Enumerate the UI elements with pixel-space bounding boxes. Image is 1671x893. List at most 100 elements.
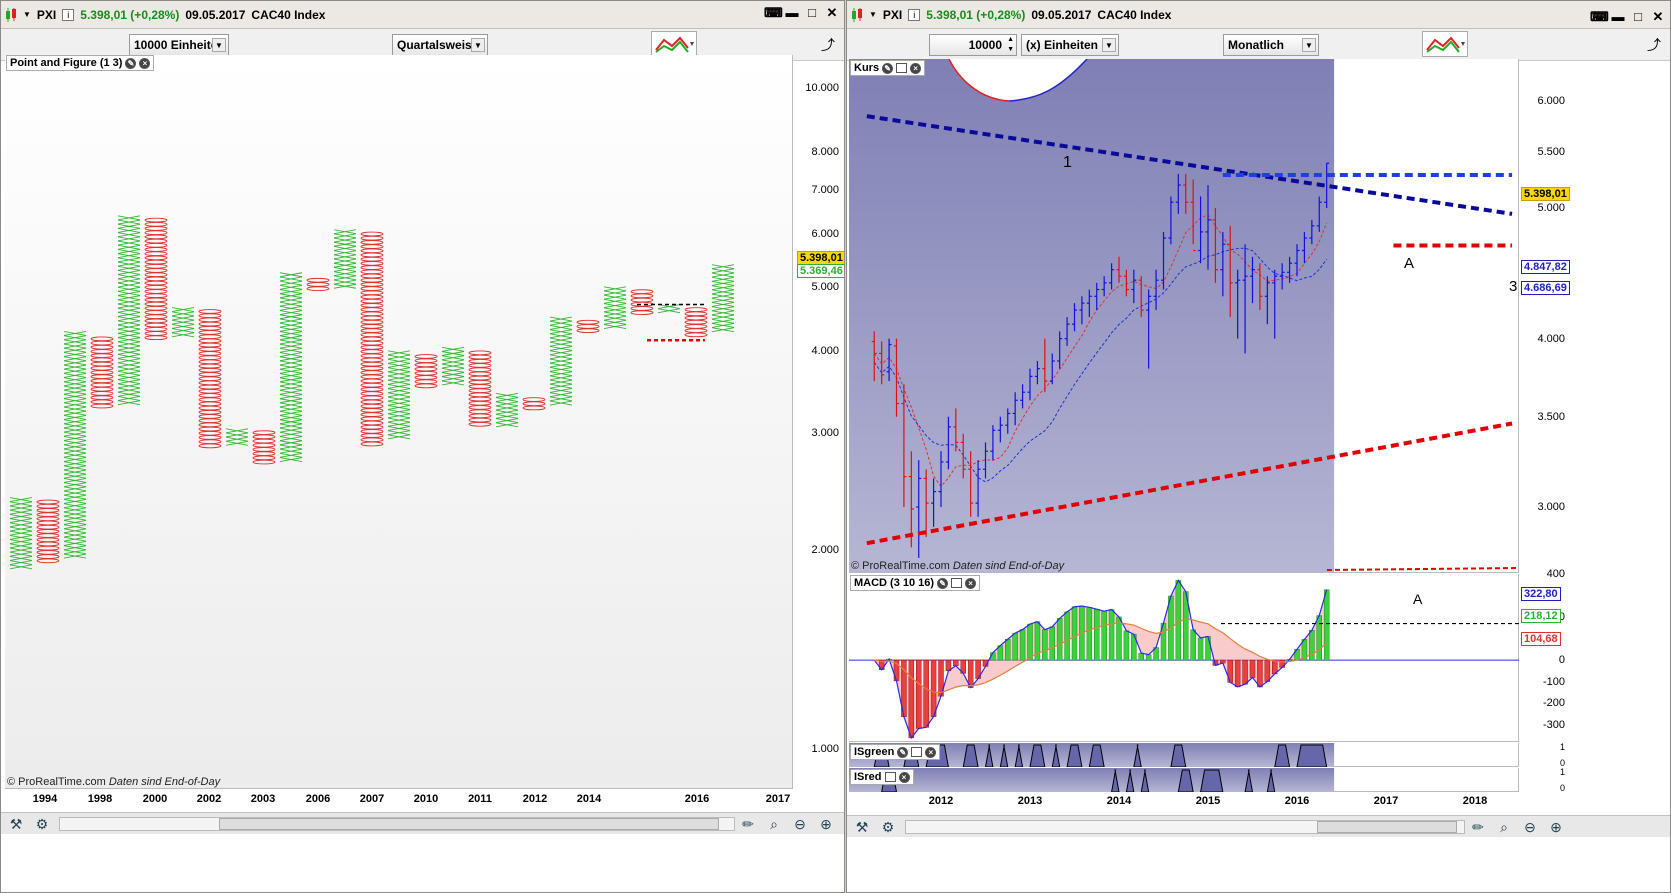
toolbar-scroll-icon[interactable]: ⤴ [821,37,835,53]
window-icon[interactable] [896,63,908,73]
kurs-panel-label[interactable]: Kurs ✎ × [850,60,926,76]
pf-x-box [441,346,465,352]
period-select[interactable]: Monatlich ▼ [1223,34,1319,56]
close-icon[interactable]: × [925,746,937,758]
indicator-icon[interactable]: ⚙ [35,816,49,832]
pf-y-tick: 7.000 [811,184,839,196]
pf-o-box [36,512,60,517]
close-icon[interactable]: × [910,62,922,74]
kurs-plot-area[interactable]: 1 A 3 [849,58,1520,573]
stepper-arrows-icon[interactable]: ▲ ▼ [1007,36,1014,53]
pf-o-box [90,370,114,375]
isred-plot-area[interactable] [849,768,1519,793]
isgreen-plot-area[interactable] [849,743,1519,768]
wrench-icon[interactable]: ✎ [897,746,909,758]
pf-plot-area[interactable] [5,55,793,789]
symbol-dropdown-icon[interactable]: ▼ [869,10,877,19]
pf-o-box [360,265,384,270]
pf-o-box [684,324,708,329]
window-icon[interactable] [884,772,896,782]
drawing-icon[interactable]: ✏ [742,816,754,832]
window-icon[interactable] [911,747,923,757]
wrench-icon[interactable]: ✎ [937,577,949,589]
zoom-out-icon[interactable]: ⊖ [1524,819,1536,835]
maximize-icon[interactable]: □ [1634,9,1642,24]
zoom-out-icon[interactable]: ⊖ [794,816,806,832]
maximize-icon[interactable]: □ [808,5,816,20]
kurs-y-tick: 3.000 [1537,500,1565,513]
pf-x-box [387,409,411,415]
isgreen-panel-label[interactable]: ISgreen ✎ × [850,744,941,760]
macd-bar [930,659,937,717]
minimize-icon[interactable]: ▬ [785,5,799,20]
zoom-icon[interactable]: ⌕ [770,816,778,832]
pf-x-box [711,306,735,312]
units-select[interactable]: 10000 Einheiten ▼ [129,34,229,56]
pf-o-box [360,391,384,396]
pf-x-box [387,358,411,364]
pf-o-box [684,328,708,333]
tools-icon[interactable]: ⚒ [9,816,23,832]
info-icon[interactable]: i [908,8,921,21]
pf-panel-label[interactable]: Point and Figure (1 3) ✎ × [6,55,155,71]
symbol-name[interactable]: PXI [36,7,57,22]
is-y-tick: 1 [1559,767,1565,777]
pf-column-o [468,350,492,427]
pf-o-box [360,441,384,447]
close-icon[interactable]: × [898,771,910,783]
ohlc-bar [1042,338,1048,393]
ohlc-bar [1123,269,1129,297]
pf-o-box [414,358,438,364]
candle-icon[interactable] [5,7,17,22]
ohlc-bar [1049,353,1055,385]
pf-o-box [360,361,384,367]
pf-o-box [630,310,654,316]
period-select[interactable]: Quartalsweise ▼ [392,34,488,56]
pf-column-o [684,307,708,338]
chevron-down-icon[interactable]: ▼ [471,38,485,52]
pf-o-box [144,276,168,282]
close-icon[interactable]: × [139,57,151,69]
kurs-x-tick: 2015 [1195,795,1221,807]
pf-x-box [63,356,87,362]
chart-type-button[interactable] [651,31,697,57]
pf-x-box [279,272,303,278]
price-tag: 5.398,01 [1521,187,1570,201]
window-icon[interactable] [951,578,963,588]
keyboard-icon[interactable]: ⌨ [764,5,783,20]
keyboard-icon[interactable]: ⌨ [1590,9,1609,24]
chevron-down-icon[interactable]: ▼ [212,38,226,52]
indicator-icon[interactable]: ⚙ [881,819,895,835]
zoom-in-icon[interactable]: ⊕ [820,816,832,832]
symbol-dropdown-icon[interactable]: ▼ [23,10,31,19]
macd-panel-label[interactable]: MACD (3 10 16) ✎ × [850,575,981,591]
zoom-icon[interactable]: ⌕ [1500,819,1508,835]
macd-plot-area[interactable]: A [849,574,1519,742]
left-scroll-thumb[interactable] [219,818,719,830]
symbol-name[interactable]: PXI [882,7,903,22]
right-scroll-thumb[interactable] [1317,821,1457,833]
toolbar-scroll-icon[interactable]: ⤴ [1647,37,1661,53]
ohlc-bar [908,451,914,548]
candle-icon[interactable] [851,7,863,22]
quantity-stepper[interactable]: 10000 ▲ ▼ [929,34,1017,56]
chevron-down-icon[interactable]: ▼ [1102,38,1116,52]
chevron-down-icon[interactable]: ▼ [1302,38,1316,52]
drawing-icon[interactable]: ✏ [1472,819,1484,835]
close-icon[interactable]: ✕ [1652,9,1664,24]
pf-x-box [387,400,411,406]
zoom-in-icon[interactable]: ⊕ [1550,819,1562,835]
tools-icon[interactable]: ⚒ [855,819,869,835]
isred-panel-label[interactable]: ISred × [850,769,914,785]
info-icon[interactable]: i [62,8,75,21]
wrench-icon[interactable]: ✎ [125,57,137,69]
pf-column-x [225,428,249,446]
close-icon[interactable]: × [965,577,977,589]
minimize-icon[interactable]: ▬ [1611,9,1625,24]
wrench-icon[interactable]: ✎ [882,62,894,74]
chart-type-button[interactable] [1422,31,1468,57]
units-select[interactable]: (x) Einheiten ▼ [1021,34,1119,56]
pf-x-box [279,284,303,290]
close-icon[interactable]: ✕ [826,5,838,20]
pf-x-box [117,366,141,372]
